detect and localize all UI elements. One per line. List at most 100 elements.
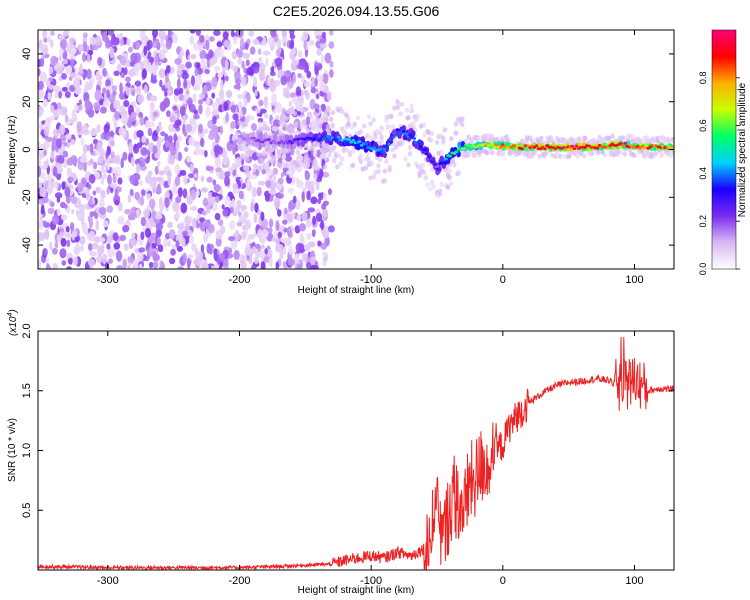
ridge-halo [286, 147, 291, 154]
noise-blob [73, 245, 80, 256]
ridge-core [416, 141, 421, 145]
noise-blob [189, 163, 195, 173]
ridge-core [357, 140, 362, 144]
ridge-halo [352, 122, 357, 128]
noise-blob [260, 261, 266, 269]
noise-blob [206, 96, 211, 106]
ridge-core [418, 145, 423, 149]
noise-blob [225, 75, 229, 82]
ridge-band [626, 140, 631, 146]
noise-blob [206, 176, 213, 183]
ridge-core [408, 133, 412, 137]
noise-blob [40, 56, 45, 67]
noise-blob [119, 82, 123, 94]
noise-blob [135, 173, 141, 181]
noise-blob [133, 260, 138, 269]
noise-blob [225, 59, 229, 71]
noise-blob [172, 201, 180, 212]
noise-blob [245, 42, 249, 51]
noise-blob [50, 201, 55, 208]
noise-blob [61, 72, 67, 80]
ridge-core [359, 143, 364, 147]
noise-blob [177, 135, 182, 143]
noise-blob [119, 55, 126, 66]
snr-scale-factor: (x104) [7, 309, 19, 336]
noise-blob [193, 109, 198, 115]
noise-blob [284, 263, 288, 269]
noise-blob [84, 99, 91, 110]
noise-blob [170, 248, 177, 256]
noise-blob [106, 89, 110, 99]
ridge-core [269, 141, 273, 145]
ridge-halo [456, 170, 462, 176]
noise-blob [288, 100, 293, 107]
noise-blob [323, 225, 328, 231]
noise-blob [60, 201, 66, 209]
ridge-halo [411, 121, 416, 127]
x-tick-label: -300 [97, 575, 119, 587]
ridge-core [391, 135, 396, 139]
noise-blob [215, 229, 223, 240]
noise-blob [61, 248, 67, 257]
ridge-halo [368, 121, 373, 127]
ridge-halo [379, 125, 384, 131]
noise-blob [201, 210, 207, 216]
noise-blob [184, 123, 192, 133]
noise-blob [200, 175, 205, 183]
ridge-core [324, 137, 328, 141]
ridge-core [336, 135, 341, 139]
noise-blob [281, 107, 286, 116]
noise-blob [132, 100, 137, 108]
noise-blob [107, 247, 114, 259]
noise-blob [329, 30, 334, 36]
ridge-halo [373, 134, 378, 140]
ridge-halo [422, 132, 427, 138]
noise-blob [100, 189, 106, 199]
noise-blob [106, 243, 111, 250]
noise-blob [151, 177, 158, 182]
ridge-core [665, 147, 669, 150]
noise-blob [43, 37, 48, 43]
ridge-core [389, 140, 394, 144]
noise-blob [159, 197, 163, 207]
ridge-halo [245, 118, 250, 124]
noise-blob [87, 53, 91, 64]
noise-blob [217, 219, 224, 227]
noise-blob [100, 133, 105, 140]
noise-blob [120, 114, 129, 125]
noise-blob [213, 30, 221, 36]
ridge-halo [351, 162, 356, 168]
noise-blob [202, 84, 208, 95]
noise-blob [138, 161, 146, 167]
noise-blob [97, 80, 103, 86]
noise-blob [233, 250, 240, 260]
noise-blob [38, 260, 42, 269]
ridge-halo [300, 112, 305, 118]
noise-blob [286, 226, 292, 237]
noise-blob [203, 128, 209, 134]
ridge-band [437, 165, 442, 173]
noise-blob [211, 76, 218, 88]
ridge-halo [300, 107, 305, 113]
ridge-core [515, 144, 520, 148]
noise-blob [154, 213, 163, 220]
ridge-halo [445, 184, 451, 190]
noise-blob [129, 174, 137, 185]
ridge-core [349, 140, 353, 144]
noise-blob [253, 76, 258, 88]
noise-blob [74, 104, 79, 111]
ridge-halo [407, 151, 413, 157]
ridge-halo [283, 148, 288, 154]
noise-blob [178, 87, 184, 95]
noise-blob [105, 38, 110, 49]
noise-blob [136, 84, 141, 96]
noise-blob [183, 79, 188, 89]
noise-blob [64, 91, 71, 99]
noise-blob [192, 92, 197, 103]
ridge-halo [450, 157, 455, 163]
noise-blob [168, 229, 176, 240]
noise-blob [264, 248, 268, 255]
noise-blob [152, 40, 157, 49]
noise-blob [131, 212, 136, 220]
noise-blob [201, 57, 206, 68]
